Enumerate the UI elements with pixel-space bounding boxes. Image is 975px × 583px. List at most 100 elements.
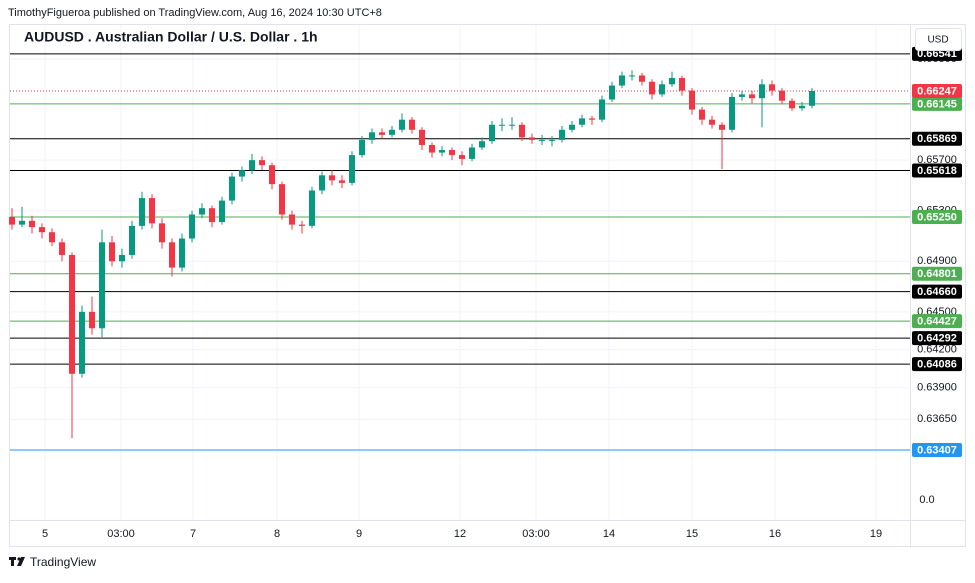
candle-body [659,84,665,95]
price-label-box [912,357,962,372]
x-tick-label: 19 [870,528,882,540]
candle-body [619,75,625,86]
candle-body [269,165,275,185]
price-label: 0.65250 [917,211,957,223]
price-label: 0.64292 [917,333,957,345]
grid [10,25,910,520]
candle-body [139,198,145,226]
price-label-box [912,96,962,111]
candle-body [789,100,795,109]
x-tick-label: 5 [42,528,48,540]
axes: 0.665000.657000.653000.649000.645000.642… [42,46,962,540]
candle-body [479,141,485,148]
attribution: TimothyFigueroa published on TradingView… [8,7,382,19]
candle-body [559,129,565,140]
candle-body [369,132,375,140]
candle-body [729,96,735,130]
candle-body [199,208,205,215]
candle-body [99,242,105,329]
candle-body [779,90,785,101]
candle-body [249,160,255,171]
price-label: 0.66541 [917,48,957,60]
candle-body [719,124,725,130]
candle-body [309,190,315,226]
price-label: 0.63407 [917,444,957,456]
price-label-box [912,210,962,225]
candle-body [229,176,235,201]
candle-body [629,75,635,77]
candle-body [519,124,525,138]
candle-body [319,175,325,191]
candle-body [679,77,685,91]
candle-body [419,129,425,145]
y-tick-label: 0.63650 [917,413,957,425]
candle-body [489,124,495,142]
x-tick-label: 15 [686,528,698,540]
x-tick-label: 9 [356,528,362,540]
x-tick-label: 16 [769,528,781,540]
candle-body [739,94,745,97]
candle-body [29,220,35,228]
candle-body [459,155,465,159]
y-tick-label: 0.63900 [917,382,957,394]
candle-body [809,90,815,106]
x-tick-label: 03:00 [107,528,135,540]
candle-body [589,118,595,120]
candle-body [339,180,345,183]
price-label: 0.66145 [917,98,957,110]
candle-body [39,227,45,233]
x-tick-label: 8 [274,528,280,540]
x-tick-label: 7 [190,528,196,540]
candle-body [429,144,435,153]
candle-body [89,311,95,329]
candle-body [769,84,775,91]
candle-body [689,90,695,110]
candle-body [219,200,225,223]
currency-box[interactable] [915,28,962,51]
candle-body [509,124,515,126]
y-tick-label: 0.64900 [917,255,957,267]
price-label-box [912,331,962,346]
candle-body [119,254,125,262]
levels [10,53,910,451]
candle-body [129,225,135,255]
candle-body [389,129,395,135]
candle-body [699,109,705,120]
candle-body [19,220,25,225]
candles [9,70,815,439]
y-tick-label: 0.65700 [917,154,957,166]
candle-body [539,139,545,141]
candle-body [299,224,305,226]
chart-frame [9,24,966,547]
x-tick-label: 12 [454,528,466,540]
candle-body [499,124,505,126]
candle-body [569,124,575,130]
currency[interactable]: USD [927,35,948,46]
candle-body [649,81,655,95]
candle-body [709,119,715,125]
price-label-box [912,131,962,146]
candle-body [239,170,245,177]
axis-extra-label: 0.0 [919,494,934,506]
candle-body [259,160,265,166]
candle-body [549,139,555,141]
x-tick-label: 14 [603,528,615,540]
candle-body [399,119,405,130]
brand-logo [9,557,25,566]
candle-body [189,214,195,239]
price-label-box [912,163,962,178]
candle-body [109,242,115,262]
candle-body [759,84,765,99]
price-label: 0.65869 [917,133,957,145]
candle-body [359,139,365,156]
candle-body [449,150,455,156]
candle-body [599,99,605,120]
y-tick-label: 0.64200 [917,344,957,356]
price-label: 0.66247 [917,85,957,97]
brand: TradingView [30,555,96,569]
candle-body [469,147,475,159]
candle-body [579,118,585,125]
candle-body [329,175,335,181]
